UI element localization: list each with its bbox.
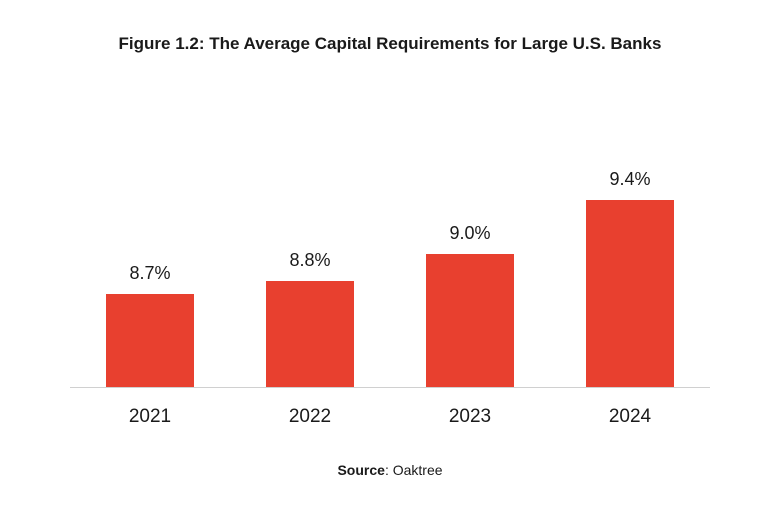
bar-slot: 8.7% <box>70 120 230 388</box>
bar-value-label: 9.4% <box>609 169 650 190</box>
x-axis-label: 2024 <box>550 406 710 428</box>
bars-group: 8.7% 8.8% 9.0% 9.4% <box>70 120 710 388</box>
source-line: Source: Oaktree <box>0 462 780 478</box>
source-value: Oaktree <box>393 462 443 478</box>
x-axis-label: 2022 <box>230 406 390 428</box>
bar-value-label: 8.7% <box>129 263 170 284</box>
bar-slot: 8.8% <box>230 120 390 388</box>
bar-slot: 9.0% <box>390 120 550 388</box>
bar <box>426 254 514 388</box>
plot-area: 8.7% 8.8% 9.0% 9.4% <box>70 120 710 388</box>
bar-value-label: 8.8% <box>289 250 330 271</box>
x-axis-labels: 2021 2022 2023 2024 <box>70 406 710 428</box>
x-axis-label: 2023 <box>390 406 550 428</box>
chart-title: Figure 1.2: The Average Capital Requirem… <box>0 34 780 54</box>
bar <box>106 294 194 388</box>
x-axis-label: 2021 <box>70 406 230 428</box>
bar <box>266 281 354 388</box>
source-separator: : <box>385 462 393 478</box>
bar-slot: 9.4% <box>550 120 710 388</box>
bar-value-label: 9.0% <box>449 223 490 244</box>
source-label: Source <box>337 462 384 478</box>
bar <box>586 200 674 388</box>
figure-container: Figure 1.2: The Average Capital Requirem… <box>0 0 780 518</box>
axis-baseline <box>70 387 710 388</box>
